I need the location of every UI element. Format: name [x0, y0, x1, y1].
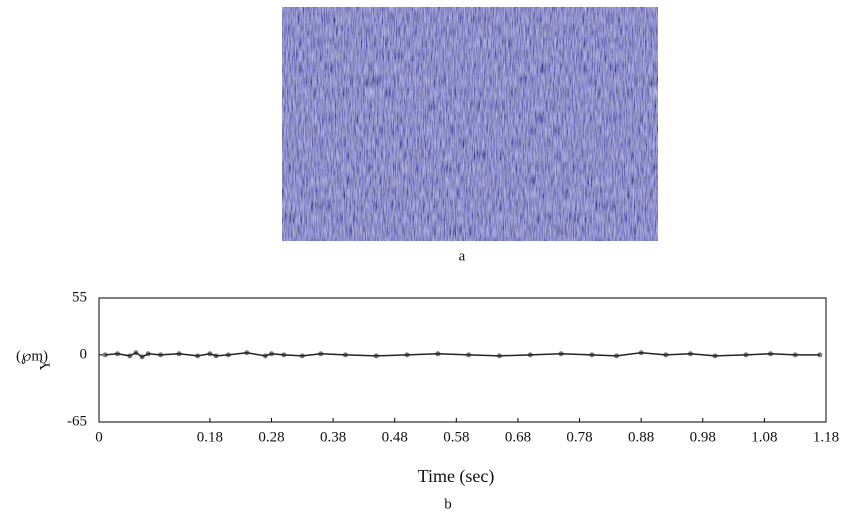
data-point — [466, 352, 472, 358]
data-point — [244, 350, 250, 356]
data-point — [663, 352, 669, 358]
data-point — [262, 353, 268, 359]
x-tick-label: 0.98 — [690, 429, 716, 445]
data-point — [281, 352, 287, 358]
data-point — [743, 352, 749, 358]
data-point — [207, 351, 213, 357]
panel-label: b — [444, 496, 452, 512]
data-point — [614, 353, 620, 359]
x-tick-label: 0.18 — [197, 429, 223, 445]
data-point — [712, 353, 718, 359]
data-point — [158, 352, 164, 358]
y-axis-label: Y — [37, 359, 53, 370]
y-tick-label: -65 — [67, 413, 87, 429]
x-tick-label: 0.28 — [258, 429, 284, 445]
panel-label: a — [459, 248, 466, 264]
data-point — [589, 352, 595, 358]
data-point — [176, 351, 182, 357]
data-point — [133, 350, 139, 356]
data-point — [269, 351, 275, 357]
data-point — [792, 352, 798, 358]
y-tick-label: 0 — [80, 346, 88, 362]
x-tick-label: 0.58 — [443, 429, 469, 445]
data-point — [768, 351, 774, 357]
data-point — [558, 351, 564, 357]
x-tick-label: 0.48 — [382, 429, 408, 445]
x-tick-label: 1.08 — [751, 429, 777, 445]
x-tick-label: 1.18 — [813, 429, 839, 445]
data-point — [687, 351, 693, 357]
data-point — [404, 352, 410, 358]
data-point — [127, 353, 133, 359]
data-point — [638, 350, 644, 356]
data-point — [435, 351, 441, 357]
data-point — [496, 353, 502, 359]
data-point — [318, 351, 324, 357]
data-point — [299, 353, 305, 359]
x-tick-label: 0.68 — [505, 429, 531, 445]
data-point — [139, 354, 145, 360]
y-tick-label: 55 — [72, 289, 87, 305]
x-tick-label: 0.88 — [628, 429, 654, 445]
x-axis-label: Time (sec) — [418, 466, 495, 487]
data-point — [817, 352, 823, 358]
data-point — [527, 352, 533, 358]
x-tick-label: 0.38 — [320, 429, 346, 445]
data-point — [342, 352, 348, 358]
y-unit: (℘m) — [16, 348, 48, 364]
data-point — [102, 352, 108, 358]
data-point — [213, 353, 219, 359]
data-point — [114, 351, 120, 357]
plot-frame — [98, 297, 827, 423]
x-tick-label: 0 — [95, 429, 103, 445]
data-point — [195, 353, 201, 359]
x-tick-label: 0.78 — [566, 429, 592, 445]
data-point — [225, 352, 231, 358]
data-point — [373, 353, 379, 359]
data-point — [145, 351, 151, 357]
texture-noise — [282, 7, 658, 241]
